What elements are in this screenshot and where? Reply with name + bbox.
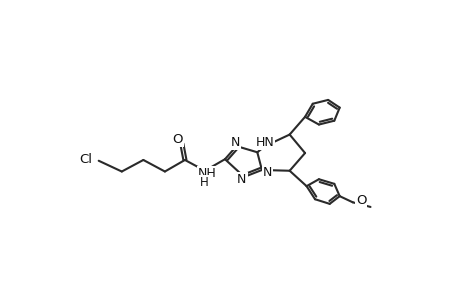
Text: N: N (237, 173, 246, 186)
Text: O: O (173, 133, 183, 146)
Text: Cl: Cl (79, 153, 92, 166)
Text: N: N (230, 136, 239, 149)
Text: HN: HN (255, 136, 274, 149)
Text: O: O (355, 194, 365, 206)
Text: NH: NH (197, 167, 216, 180)
Text: N: N (262, 166, 271, 179)
Text: H: H (199, 176, 208, 189)
